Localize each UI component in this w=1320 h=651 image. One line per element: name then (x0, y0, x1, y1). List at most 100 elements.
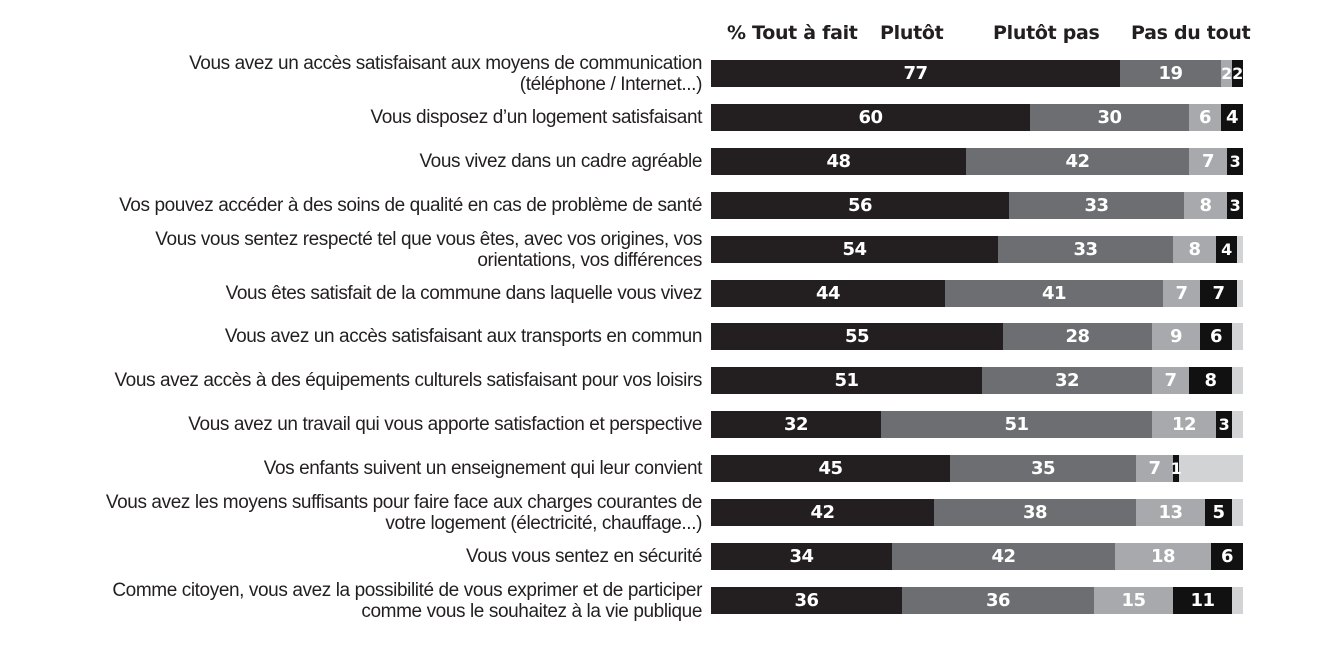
row-label: Vous êtes satisfait de la commune dans l… (12, 283, 703, 304)
bar-segment-plutot (982, 367, 1152, 394)
bar-segment-plutot-pas (1136, 499, 1205, 526)
bar-segment-tout-a-fait (711, 455, 950, 482)
bar-segment-tout-a-fait (711, 367, 982, 394)
bar-segment-pas-du-tout (1200, 280, 1237, 307)
value-label-plutot: 35 (1030, 458, 1056, 479)
row-label-line: Vous vivez dans un cadre agréable (419, 151, 702, 172)
value-label-tout-a-fait: 56 (847, 195, 873, 216)
value-label-tout-a-fait: 54 (842, 239, 867, 260)
value-label-plutot-pas: 9 (1169, 326, 1183, 347)
value-label-pas-du-tout: 6 (1220, 546, 1234, 567)
value-label-plutot: 32 (1054, 370, 1080, 391)
value-label-tout-a-fait: 48 (826, 151, 851, 172)
value-label-plutot-pas: 6 (1198, 107, 1212, 128)
row-label: Vous disposez d’un logement satisfaisant (12, 107, 703, 128)
bar-segment-plutot (950, 455, 1136, 482)
value-label-plutot: 41 (1041, 283, 1067, 304)
bar-segment-pas-du-tout (1205, 499, 1232, 526)
bar-segment-plutot (902, 587, 1094, 614)
value-label-plutot-pas: 8 (1199, 195, 1212, 216)
row-label-line: Vous êtes satisfait de la commune dans l… (225, 283, 703, 304)
bar-segment-plutot-pas (1184, 192, 1227, 219)
bar-segment-plutot (1003, 323, 1152, 350)
row-label-line: Vous disposez d’un logement satisfaisant (370, 107, 703, 128)
bar-segment-plutot (998, 236, 1173, 263)
legend-plutot: Plutôt (880, 22, 944, 44)
bar-segment-tout-a-fait (711, 323, 1003, 350)
bar-segment-pas-du-tout (1200, 323, 1232, 350)
row-label-line: (téléphone / Internet...) (519, 74, 703, 95)
value-label-tout-a-fait: 32 (783, 414, 809, 435)
value-label-pas-du-tout: 4 (1221, 240, 1232, 259)
value-label-tout-a-fait: 36 (794, 590, 819, 611)
value-label-plutot-pas: 12 (1171, 414, 1197, 435)
value-label-plutot-pas: 7 (1148, 458, 1161, 479)
value-label-plutot: 38 (1022, 502, 1048, 523)
legend-pas-du-tout: Pas du tout (1131, 22, 1251, 44)
row-label: Vous vous sentez respecté tel que vous ê… (12, 229, 702, 271)
row-label: Vos enfants suivent un enseignement qui … (12, 458, 703, 479)
value-label-plutot-pas: 15 (1121, 590, 1146, 611)
value-label-pas-du-tout: 3 (1229, 196, 1241, 215)
bar-segment-pas-du-tout (1173, 455, 1179, 482)
value-label-plutot: 19 (1158, 63, 1183, 84)
row-label-line: Comme citoyen, vous avez la possibilité … (112, 580, 702, 601)
bar-segment-tout-a-fait (711, 543, 892, 570)
row-label-line: Vous avez un accès satisfaisant aux moye… (189, 53, 702, 74)
value-label-tout-a-fait: 60 (858, 107, 883, 128)
row-label: Vous avez un travail qui vous apporte sa… (12, 414, 702, 435)
value-label-plutot: 42 (1065, 151, 1090, 172)
bar-segment-tout-a-fait (711, 192, 1009, 219)
bar-segment-tout-a-fait (711, 104, 1030, 131)
value-label-plutot-pas: 2 (1221, 64, 1232, 83)
value-label-plutot: 28 (1065, 326, 1090, 347)
value-label-tout-a-fait: 42 (810, 502, 835, 523)
row-label: Vous avez les moyens suffisants pour fai… (12, 492, 703, 534)
bar-segment-plutot-pas (1221, 60, 1232, 87)
row-label-line: Vous avez un travail qui vous apporte sa… (188, 414, 702, 435)
bar-segment-plutot (945, 280, 1163, 307)
bar-segment-plutot-pas (1115, 543, 1211, 570)
row-label-line: Vous avez un accès satisfaisant aux tran… (224, 326, 703, 347)
row-label-line: Vos pouvez accéder à des soins de qualit… (119, 195, 702, 216)
row-label: Vous avez un accès satisfaisant aux tran… (12, 326, 703, 347)
bar-segment-plutot (934, 499, 1136, 526)
bar-segment-plutot (892, 543, 1115, 570)
bar-segment-plutot-pas (1189, 104, 1221, 131)
row-label-line: votre logement (électricité, chauffage..… (385, 513, 702, 534)
row-label-line: Vous avez les moyens suffisants pour fai… (105, 492, 703, 513)
legend-plutot-pas: Plutôt pas (993, 22, 1100, 44)
value-label-tout-a-fait: 55 (844, 326, 870, 347)
value-label-plutot: 33 (1084, 195, 1109, 216)
bar-segment-plutot (966, 148, 1189, 175)
row-label: Vous vivez dans un cadre agréable (12, 151, 702, 172)
legend-tout-a-fait: % Tout à fait (727, 22, 858, 44)
value-label-plutot-pas: 18 (1150, 546, 1176, 567)
bar-segment-plutot-pas (1152, 411, 1216, 438)
row-label: Vous avez accès à des équipements cultur… (12, 370, 702, 391)
value-label-pas-du-tout: 2 (1232, 64, 1243, 83)
row-label-line: comme vous le souhaitez à la vie publiqu… (361, 601, 702, 622)
bar-segment-plutot (1120, 60, 1221, 87)
value-label-pas-du-tout: 5 (1212, 502, 1225, 523)
bar-segment-pas-du-tout (1211, 543, 1243, 570)
row-label: Vos pouvez accéder à des soins de qualit… (12, 195, 702, 216)
value-label-pas-du-tout: 1 (1170, 459, 1182, 478)
bar-segment-plutot-pas (1152, 367, 1189, 394)
row-label-line: Vous vous sentez en sécurité (466, 546, 702, 567)
row-label-line: Vos enfants suivent un enseignement qui … (263, 458, 703, 479)
row-label: Vous vous sentez en sécurité (12, 546, 702, 567)
value-label-pas-du-tout: 8 (1204, 370, 1217, 391)
bar-segment-plutot (881, 411, 1152, 438)
value-label-tout-a-fait: 77 (903, 63, 928, 84)
value-label-plutot: 30 (1097, 107, 1122, 128)
bar-segment-plutot-pas (1189, 148, 1227, 175)
value-label-pas-du-tout: 3 (1229, 152, 1241, 171)
bar-segment-tout-a-fait (711, 280, 945, 307)
value-label-plutot-pas: 7 (1164, 370, 1177, 391)
value-label-plutot-pas: 7 (1201, 151, 1215, 172)
value-label-pas-du-tout: 11 (1190, 590, 1215, 611)
row-label-line: orientations, vos différences (477, 250, 702, 271)
value-label-tout-a-fait: 44 (815, 283, 841, 304)
